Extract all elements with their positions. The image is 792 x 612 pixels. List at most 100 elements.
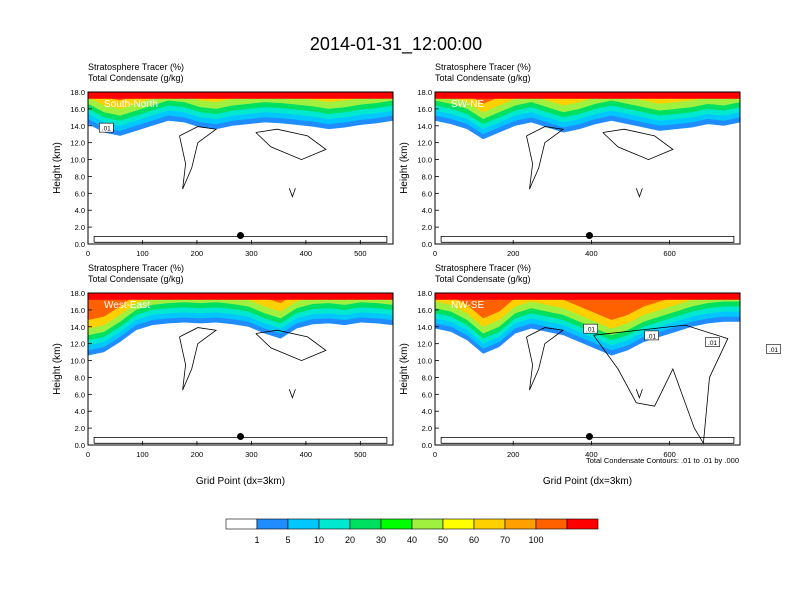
contour-line <box>179 126 218 190</box>
panel-label: South-North <box>104 99 158 110</box>
panel-header-condensate: Total Condensate (g/kg) <box>435 73 531 83</box>
y-tick-label: 12.0 <box>70 139 85 148</box>
y-tick-label: 4.0 <box>75 206 85 215</box>
panel-1: Stratosphere Tracer (%)Total Condensate … <box>52 62 394 258</box>
y-tick-label: 0.0 <box>422 240 432 249</box>
contour-line <box>288 389 296 399</box>
colorbar-cell <box>256 518 289 530</box>
colorbar-cell <box>287 518 320 530</box>
y-tick-label: 2.0 <box>75 223 85 232</box>
y-tick-label: 14.0 <box>70 122 85 131</box>
panel-header-condensate: Total Condensate (g/kg) <box>88 73 184 83</box>
y-tick-label: 12.0 <box>417 139 432 148</box>
y-tick-label: 4.0 <box>75 407 85 416</box>
panels: Stratosphere Tracer (%)Total Condensate … <box>52 62 781 487</box>
x-tick-label: 600 <box>663 249 676 258</box>
contour-line <box>526 327 565 391</box>
x-tick-label: 500 <box>354 249 367 258</box>
tracer-band-5 <box>88 293 393 336</box>
colorbar-label: 60 <box>469 535 479 545</box>
y-tick-label: 0.0 <box>75 240 85 249</box>
x-tick-label: 100 <box>136 249 149 258</box>
contour-label-box <box>766 344 781 354</box>
tracer-top-strip <box>435 92 740 99</box>
y-tick-label: 2.0 <box>75 424 85 433</box>
colorbar-cell <box>566 518 599 530</box>
contour-footnote: Total Condensate Contours: .01 to .01 by… <box>586 456 739 465</box>
colorbar-label: 20 <box>345 535 355 545</box>
location-marker <box>237 433 244 441</box>
y-tick-label: 18.0 <box>417 88 432 97</box>
y-tick-label: 10.0 <box>70 156 85 165</box>
panel-header-tracer: Stratosphere Tracer (%) <box>435 263 531 273</box>
y-tick-label: 10.0 <box>70 357 85 366</box>
y-tick-label: 18.0 <box>70 289 85 298</box>
plot-frame <box>434 292 741 446</box>
y-tick-label: 8.0 <box>75 373 85 382</box>
location-marker <box>237 232 244 240</box>
panel-label: NW-SE <box>451 300 484 311</box>
colorbar: 1 5 10 20 30 40 50 60 70 100 <box>225 518 599 545</box>
contour-line <box>288 188 296 198</box>
tracer-band-6 <box>435 293 740 329</box>
x-tick-label: 0 <box>86 249 90 258</box>
colorbar-cell <box>535 518 568 530</box>
x-tick-label: 200 <box>507 450 520 459</box>
x-tick-label: 200 <box>507 249 520 258</box>
contour-label-box <box>705 337 720 347</box>
condensate-contours <box>440 126 735 243</box>
colorbar-cell <box>473 518 506 530</box>
x-tick-label: 100 <box>136 450 149 459</box>
x-tick-label: 500 <box>354 450 367 459</box>
colorbar-label: 5 <box>285 535 290 545</box>
x-tick-label: 400 <box>300 249 313 258</box>
colorbar-cell <box>225 518 258 530</box>
x-tick-label: 400 <box>300 450 313 459</box>
contour-line <box>179 327 218 391</box>
y-tick-label: 16.0 <box>70 105 85 114</box>
y-tick-label: 8.0 <box>75 172 85 181</box>
contour-line <box>593 324 729 445</box>
y-tick-label: 8.0 <box>422 172 432 181</box>
tracer-top-strip <box>88 293 393 300</box>
x-axis-label: Grid Point (dx=3km) <box>543 476 632 487</box>
contour-line <box>440 437 735 444</box>
x-tick-label: 0 <box>86 450 90 459</box>
y-tick-label: 16.0 <box>417 105 432 114</box>
y-axis-label: Height (km) <box>52 142 63 194</box>
panel-header-tracer: Stratosphere Tracer (%) <box>88 62 184 72</box>
contour-label: .01 <box>586 327 595 334</box>
x-tick-label: 400 <box>585 450 598 459</box>
contour-line <box>440 236 735 243</box>
tracer-band-4 <box>88 293 393 341</box>
y-tick-label: 6.0 <box>422 189 432 198</box>
x-tick-label: 300 <box>245 249 258 258</box>
y-tick-label: 2.0 <box>422 223 432 232</box>
contour-line <box>255 128 327 161</box>
contour-line <box>635 188 643 198</box>
panel-3: Stratosphere Tracer (%)Total Condensate … <box>52 263 394 487</box>
contour-label-box <box>644 330 659 341</box>
colorbar-label: 70 <box>500 535 510 545</box>
colorbar-label: 1 <box>254 535 259 545</box>
colorbar-label: 30 <box>376 535 386 545</box>
x-tick-label: 0 <box>433 450 437 459</box>
x-tick-label: 400 <box>585 249 598 258</box>
y-tick-label: 0.0 <box>75 441 85 450</box>
contour-line <box>93 437 388 444</box>
contour-line <box>602 128 674 161</box>
x-tick-label: 600 <box>663 450 676 459</box>
y-tick-label: 8.0 <box>422 373 432 382</box>
contour-line <box>93 236 388 243</box>
plot-frame <box>87 91 394 245</box>
y-tick-label: 10.0 <box>417 357 432 366</box>
x-axis-label: Grid Point (dx=3km) <box>196 476 285 487</box>
colorbar-label: 100 <box>528 535 543 545</box>
contour-label: .01 <box>769 347 778 354</box>
y-tick-label: 12.0 <box>70 340 85 349</box>
tracer-top-strip <box>435 293 740 300</box>
y-tick-label: 12.0 <box>417 340 432 349</box>
y-axis-label: Height (km) <box>399 343 410 395</box>
contour-line <box>255 329 327 362</box>
